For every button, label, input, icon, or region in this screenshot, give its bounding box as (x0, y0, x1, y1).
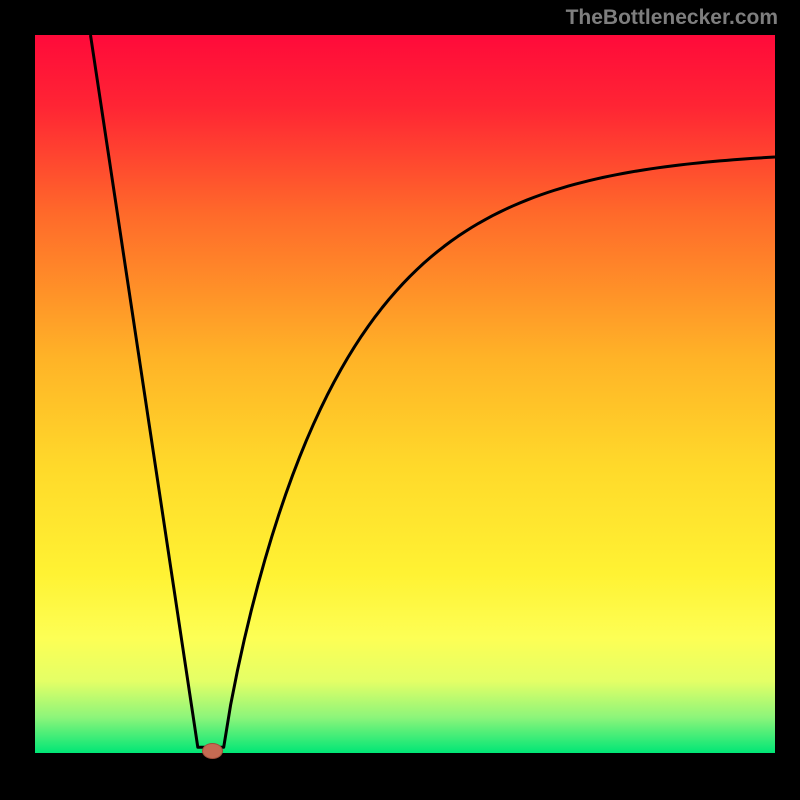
plot-area (35, 35, 775, 753)
bottleneck-curve (91, 35, 776, 747)
watermark-text: TheBottlenecker.com (566, 6, 778, 30)
minimum-marker (202, 743, 223, 759)
chart-frame: { "canvas": { "width": 800, "height": 80… (0, 0, 800, 800)
curve-svg (35, 35, 775, 753)
